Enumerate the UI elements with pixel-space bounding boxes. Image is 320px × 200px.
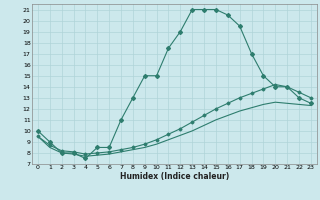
X-axis label: Humidex (Indice chaleur): Humidex (Indice chaleur): [120, 172, 229, 181]
